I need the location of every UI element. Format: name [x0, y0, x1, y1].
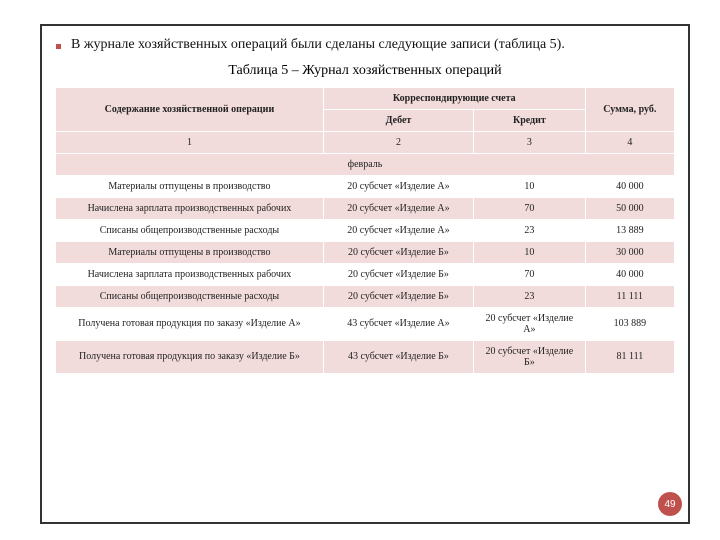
colnum-2: 2 — [323, 131, 473, 153]
intro-row: В журнале хозяйственных операций были сд… — [42, 26, 688, 55]
cell-debit: 20 субсчет «Изделие А» — [323, 175, 473, 197]
table-row: Материалы отпущены в производство20 субс… — [56, 241, 675, 263]
cell-debit: 43 субсчет «Изделие Б» — [323, 340, 473, 373]
month-row: февраль — [56, 153, 675, 175]
cell-desc: Материалы отпущены в производство — [56, 175, 324, 197]
table-row: Списаны общепроизводственные расходы20 с… — [56, 219, 675, 241]
table-row: Получена готовая продукция по заказу «Из… — [56, 307, 675, 340]
cell-desc: Получена готовая продукция по заказу «Из… — [56, 307, 324, 340]
table-caption: Таблица 5 – Журнал хозяйственных операци… — [42, 63, 688, 79]
cell-credit: 70 — [474, 197, 586, 219]
cell-amount: 40 000 — [585, 263, 674, 285]
colnum-4: 4 — [585, 131, 674, 153]
cell-credit: 70 — [474, 263, 586, 285]
cell-debit: 43 субсчет «Изделие А» — [323, 307, 473, 340]
th-accounts: Корреспондирующие счета — [323, 87, 585, 109]
cell-amount: 11 111 — [585, 285, 674, 307]
cell-credit: 23 — [474, 219, 586, 241]
bullet-icon — [56, 44, 61, 49]
th-credit: Кредит — [474, 109, 586, 131]
colnum-1: 1 — [56, 131, 324, 153]
cell-credit: 10 — [474, 175, 586, 197]
cell-desc: Списаны общепроизводственные расходы — [56, 285, 324, 307]
cell-desc: Списаны общепроизводственные расходы — [56, 219, 324, 241]
intro-text: В журнале хозяйственных операций были сд… — [71, 36, 565, 55]
page-number: 49 — [664, 499, 675, 510]
cell-amount: 40 000 — [585, 175, 674, 197]
table-row: Начислена зарплата производственных рабо… — [56, 263, 675, 285]
cell-amount: 103 889 — [585, 307, 674, 340]
cell-credit: 20 субсчет «Изделие Б» — [474, 340, 586, 373]
colnum-3: 3 — [474, 131, 586, 153]
table-row: Материалы отпущены в производство20 субс… — [56, 175, 675, 197]
column-number-row: 1 2 3 4 — [56, 131, 675, 153]
cell-amount: 50 000 — [585, 197, 674, 219]
cell-desc: Получена готовая продукция по заказу «Из… — [56, 340, 324, 373]
slide-frame: В журнале хозяйственных операций были сд… — [40, 24, 690, 524]
table-body: 1 2 3 4 февраль Материалы отпущены в про… — [56, 131, 675, 373]
table-row: Получена готовая продукция по заказу «Из… — [56, 340, 675, 373]
table-row: Списаны общепроизводственные расходы20 с… — [56, 285, 675, 307]
month-cell: февраль — [56, 153, 675, 175]
table-row: Начислена зарплата производственных рабо… — [56, 197, 675, 219]
cell-desc: Начислена зарплата производственных рабо… — [56, 263, 324, 285]
operations-table: Содержание хозяйственной операции Коррес… — [55, 87, 675, 374]
cell-credit: 10 — [474, 241, 586, 263]
cell-debit: 20 субсчет «Изделие Б» — [323, 263, 473, 285]
cell-amount: 81 111 — [585, 340, 674, 373]
cell-amount: 30 000 — [585, 241, 674, 263]
th-debit: Дебет — [323, 109, 473, 131]
cell-amount: 13 889 — [585, 219, 674, 241]
page-number-badge: 49 — [658, 492, 682, 516]
cell-debit: 20 субсчет «Изделие Б» — [323, 241, 473, 263]
cell-desc: Материалы отпущены в производство — [56, 241, 324, 263]
cell-debit: 20 субсчет «Изделие А» — [323, 219, 473, 241]
th-amount: Сумма, руб. — [585, 87, 674, 131]
cell-desc: Начислена зарплата производственных рабо… — [56, 197, 324, 219]
cell-credit: 23 — [474, 285, 586, 307]
cell-debit: 20 субсчет «Изделие А» — [323, 197, 473, 219]
cell-debit: 20 субсчет «Изделие Б» — [323, 285, 473, 307]
table-header: Содержание хозяйственной операции Коррес… — [56, 87, 675, 131]
th-desc: Содержание хозяйственной операции — [56, 87, 324, 131]
cell-credit: 20 субсчет «Изделие А» — [474, 307, 586, 340]
